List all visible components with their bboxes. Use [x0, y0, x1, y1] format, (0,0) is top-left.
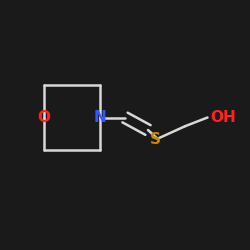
- Text: S: S: [150, 132, 160, 148]
- Text: OH: OH: [210, 110, 236, 125]
- Text: N: N: [94, 110, 106, 125]
- Text: O: O: [37, 110, 50, 125]
